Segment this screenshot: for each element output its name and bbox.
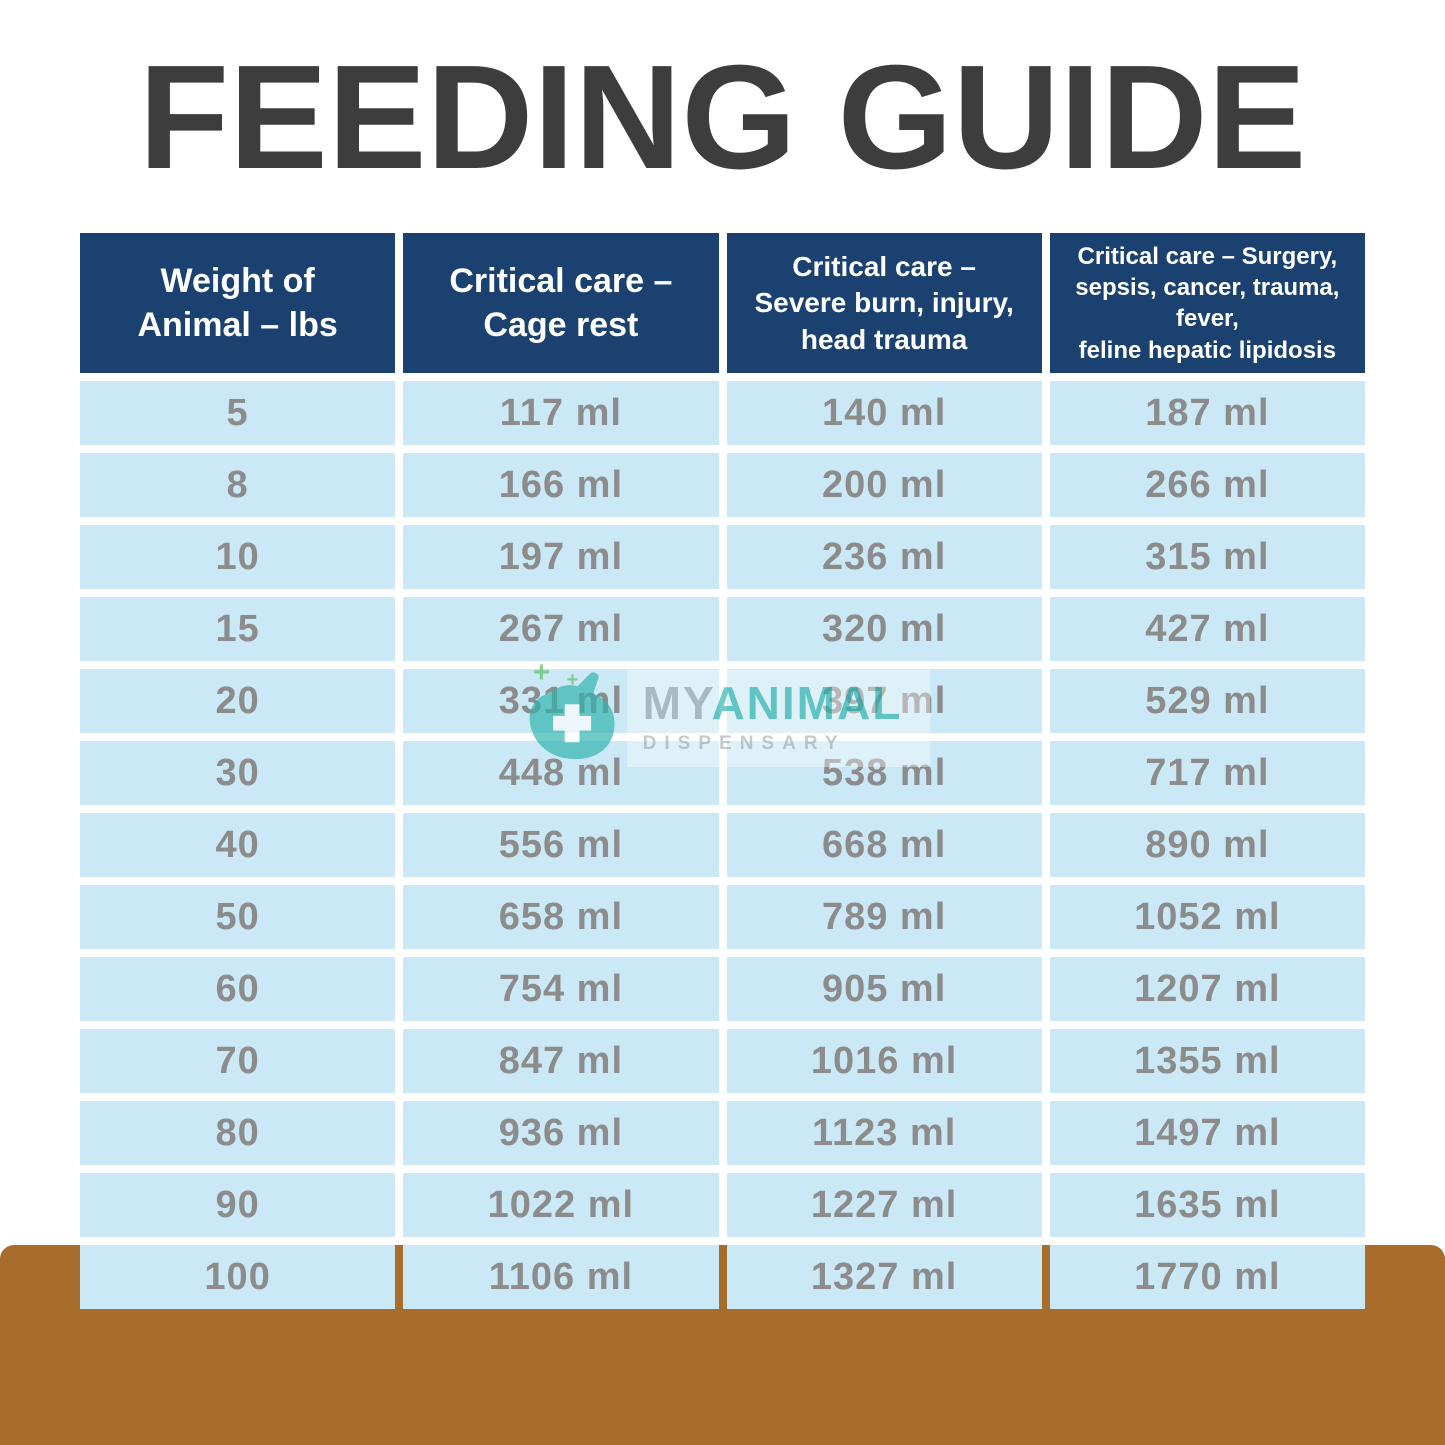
- value-cell: 754 ml: [403, 957, 719, 1022]
- weight-cell: 60: [80, 957, 396, 1022]
- value-cell: 1022 ml: [403, 1173, 719, 1238]
- value-cell: 427 ml: [1049, 597, 1365, 662]
- weight-cell: 20: [80, 669, 396, 734]
- watermark-brand-suffix: ANIMAL: [711, 676, 903, 729]
- weight-cell: 40: [80, 813, 396, 878]
- value-cell: 556 ml: [403, 813, 719, 878]
- column-header-weight: Weight of Animal – lbs: [80, 233, 396, 374]
- weight-cell: 100: [80, 1245, 396, 1310]
- value-cell: 117 ml: [403, 381, 719, 446]
- value-cell: 236 ml: [726, 525, 1042, 590]
- value-cell: 847 ml: [403, 1029, 719, 1094]
- column-header-cage-rest: Critical care – Cage rest: [403, 233, 719, 374]
- weight-cell: 5: [80, 381, 396, 446]
- value-cell: 1497 ml: [1049, 1101, 1365, 1166]
- weight-cell: 8: [80, 453, 396, 518]
- weight-cell: 80: [80, 1101, 396, 1166]
- value-cell: 315 ml: [1049, 525, 1365, 590]
- value-cell: 717 ml: [1049, 741, 1365, 806]
- value-cell: 538 ml: [726, 741, 1042, 806]
- value-cell: 1327 ml: [726, 1245, 1042, 1310]
- value-cell: 267 ml: [403, 597, 719, 662]
- value-cell: 200 ml: [726, 453, 1042, 518]
- value-cell: 166 ml: [403, 453, 719, 518]
- value-cell: 1770 ml: [1049, 1245, 1365, 1310]
- weight-cell: 15: [80, 597, 396, 662]
- value-cell: 187 ml: [1049, 381, 1365, 446]
- value-cell: 1052 ml: [1049, 885, 1365, 950]
- watermark-text-box: MYANIMAL DISPENSARY: [626, 669, 931, 767]
- watermark-logo: + +: [515, 656, 631, 776]
- column-header-surgery: Critical care – Surgery, sepsis, cancer,…: [1049, 233, 1365, 374]
- plus-icon: +: [532, 656, 551, 689]
- pet-medical-cross-icon: [529, 672, 615, 760]
- value-cell: 789 ml: [726, 885, 1042, 950]
- value-cell: 1227 ml: [726, 1173, 1042, 1238]
- value-cell: 1635 ml: [1049, 1173, 1365, 1238]
- watermark-subtitle: DISPENSARY: [642, 732, 846, 754]
- value-cell: 890 ml: [1049, 813, 1365, 878]
- watermark-brand: MYANIMAL: [643, 680, 903, 726]
- value-cell: 1106 ml: [403, 1245, 719, 1310]
- weight-cell: 90: [80, 1173, 396, 1238]
- weight-cell: 10: [80, 525, 396, 590]
- page-title: FEEDING GUIDE: [138, 35, 1307, 200]
- value-cell: 905 ml: [726, 957, 1042, 1022]
- value-cell: 529 ml: [1049, 669, 1365, 734]
- value-cell: 1207 ml: [1049, 957, 1365, 1022]
- value-cell: 266 ml: [1049, 453, 1365, 518]
- value-cell: 1355 ml: [1049, 1029, 1365, 1094]
- value-cell: 668 ml: [726, 813, 1042, 878]
- value-cell: 1016 ml: [726, 1029, 1042, 1094]
- value-cell: 448 ml: [403, 741, 719, 806]
- value-cell: 140 ml: [726, 381, 1042, 446]
- value-cell: 936 ml: [403, 1101, 719, 1166]
- weight-cell: 30: [80, 741, 396, 806]
- value-cell: 197 ml: [403, 525, 719, 590]
- watermark: + + MYANIMAL DISPENSARY: [515, 656, 931, 776]
- watermark-brand-prefix: MY: [642, 676, 712, 729]
- plus-icon: +: [566, 669, 579, 691]
- value-cell: 658 ml: [403, 885, 719, 950]
- value-cell: 1123 ml: [726, 1101, 1042, 1166]
- weight-cell: 70: [80, 1029, 396, 1094]
- value-cell: 320 ml: [726, 597, 1042, 662]
- weight-cell: 50: [80, 885, 396, 950]
- value-cell: 397 ml: [726, 669, 1042, 734]
- column-header-severe-burn: Critical care – Severe burn, injury, hea…: [726, 233, 1042, 374]
